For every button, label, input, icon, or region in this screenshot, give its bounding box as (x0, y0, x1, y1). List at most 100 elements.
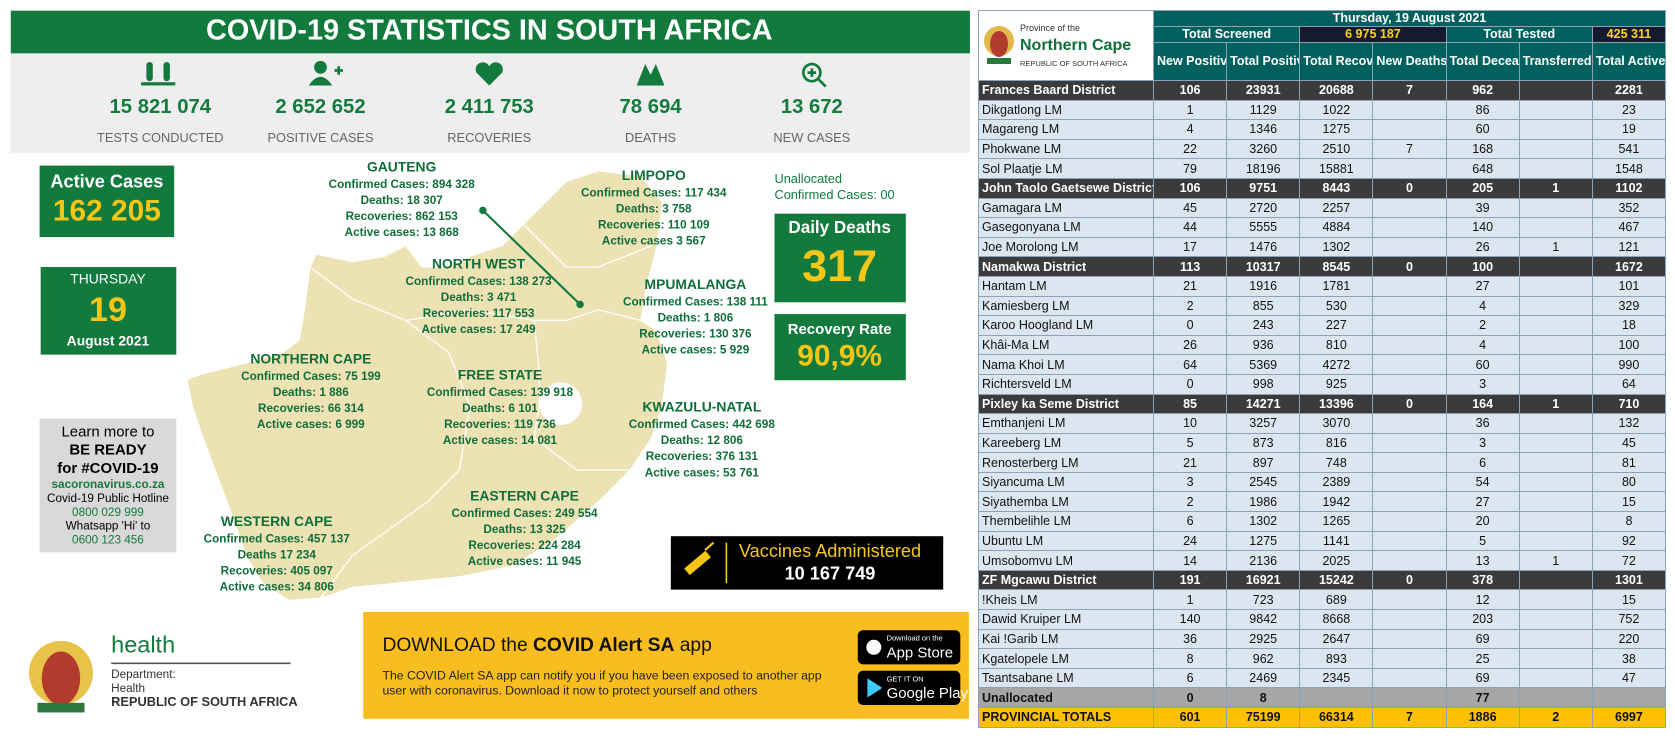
cell: 205 (1445, 177, 1520, 199)
row-name: Hantam LM (978, 275, 1154, 297)
cell: 47 (1591, 667, 1667, 689)
cell: 0 (1152, 373, 1228, 395)
app-store-name: App Store (887, 645, 953, 662)
cell: 925 (1299, 373, 1374, 395)
row-name: PROVINCIAL TOTALS (978, 707, 1154, 728)
cell: 1265 (1299, 511, 1374, 532)
cell: 164 (1445, 393, 1520, 415)
cell: 873 (1226, 432, 1301, 454)
cell: 81 (1591, 452, 1667, 473)
cell: 2 (1152, 295, 1228, 317)
cell (1372, 511, 1447, 532)
cell: 990 (1591, 354, 1667, 375)
cell: 10317 (1226, 256, 1301, 277)
cell: 2 (1518, 707, 1593, 728)
cell (1518, 452, 1593, 473)
cell (1372, 373, 1447, 395)
cell (1518, 315, 1593, 336)
pointer-dot (576, 300, 584, 309)
cell: 15881 (1299, 158, 1374, 179)
row-name: Umsobomvu LM (978, 550, 1154, 571)
province-country: REPUBLIC OF SOUTH AFRICA (1020, 58, 1128, 68)
row-name: Dikgatlong LM (978, 99, 1154, 121)
download-app-name: COVID Alert SA (533, 635, 674, 656)
health-country: REPUBLIC OF SOUTH AFRICA (111, 694, 298, 709)
column-header: Total Positive (1226, 42, 1301, 81)
cell: 2 (1152, 491, 1228, 513)
icon-tube (146, 61, 153, 82)
cell: 0 (1152, 315, 1228, 336)
district-row: John Taolo Gaetsewe District 106 9751 8443 0… (978, 177, 1667, 199)
cell: 467 (1591, 217, 1667, 238)
province-line: Deaths: 1 886 (273, 386, 349, 399)
cell (1518, 589, 1593, 611)
cell: 8 (1226, 687, 1301, 708)
cell: 85 (1152, 393, 1228, 415)
cell (1518, 158, 1593, 179)
recovery-rate-label: Recovery Rate (788, 321, 892, 338)
cell: 227 (1299, 315, 1374, 336)
municipality-row: Sol Plaatje LM 79 18196 15881 648 1548 (978, 158, 1667, 179)
municipality-row: Joe Morolong LM 17 1476 1302 26 1 121 (978, 236, 1667, 258)
google-play-button[interactable] (857, 670, 961, 705)
icon-heart (475, 62, 503, 86)
cell: 4272 (1299, 354, 1374, 375)
cell: 3 (1445, 373, 1520, 395)
cell: 1141 (1299, 530, 1374, 552)
stat-label: POSITIVE CASES (268, 130, 374, 145)
province-line: Confirmed Cases: 117 434 (581, 186, 727, 199)
cell: 27 (1445, 275, 1520, 297)
cell: 15242 (1299, 569, 1374, 591)
cell: 601 (1152, 707, 1228, 728)
app-store-button[interactable] (857, 630, 961, 665)
cell (1372, 452, 1447, 473)
cell: 18196 (1226, 158, 1301, 179)
learn-line: for #COVID-19 (57, 460, 158, 477)
cell: 541 (1591, 138, 1667, 160)
cell: 60 (1445, 119, 1520, 140)
municipality-row: Kgatelopele LM 8 962 893 25 38 (978, 648, 1667, 669)
cell: 66314 (1299, 707, 1374, 728)
cell: 60 (1445, 354, 1520, 375)
column-header: Transferred out (1518, 42, 1593, 81)
cell: 106 (1152, 80, 1228, 101)
cell (1372, 648, 1447, 669)
cell: 6 (1152, 667, 1228, 689)
district-row: Namakwa District 113 10317 8545 0 100 1672 (978, 256, 1667, 277)
row-name: Gamagara LM (978, 197, 1154, 219)
cell: 352 (1591, 197, 1667, 219)
cell: 203 (1445, 609, 1520, 630)
cell (1518, 687, 1593, 708)
cell: 2 (1445, 315, 1520, 336)
cell: 15 (1591, 589, 1667, 611)
column-header: Total Deceased (1445, 42, 1520, 81)
row-name: Frances Baard District (978, 80, 1154, 101)
active-cases-value: 162 205 (53, 194, 161, 227)
district-row: ZF Mgcawu District 191 16921 15242 0 378 1301 (978, 569, 1667, 591)
cell (1518, 648, 1593, 669)
district-row: Frances Baard District 106 23931 20688 7 962 2… (978, 80, 1667, 101)
province-logo: Province of the Northern Cape REPUBLIC O… (978, 10, 1154, 81)
province-line: Recoveries: 224 284 (468, 539, 581, 552)
header-row: Total Screened 6 975 187 Total Tested 42… (979, 26, 1667, 43)
cell: 2469 (1226, 667, 1301, 689)
icon-tube (163, 61, 170, 82)
municipality-row: Kareeberg LM 5 873 816 3 45 (978, 432, 1667, 454)
cell: 64 (1152, 354, 1228, 375)
gauteng-pointer (482, 209, 581, 306)
learn-website: sacoronavirus.co.za (52, 478, 165, 491)
cell (1518, 217, 1593, 238)
learn-box (39, 418, 177, 553)
cell: 689 (1299, 589, 1374, 611)
cell: 5 (1445, 530, 1520, 552)
cell: 7 (1372, 138, 1447, 160)
province-line: Deaths: 6 101 (462, 402, 538, 415)
unallocated-label: Unallocated (774, 171, 842, 186)
province-line: Confirmed Cases: 249 554 (451, 507, 598, 520)
province-of: Province of the (1020, 22, 1081, 33)
date-month-year: August 2021 (67, 332, 150, 348)
cell: 75199 (1226, 707, 1301, 728)
cell: 1476 (1226, 236, 1301, 258)
province-name: NORTH WEST (432, 256, 526, 272)
cell: 20 (1445, 511, 1520, 532)
